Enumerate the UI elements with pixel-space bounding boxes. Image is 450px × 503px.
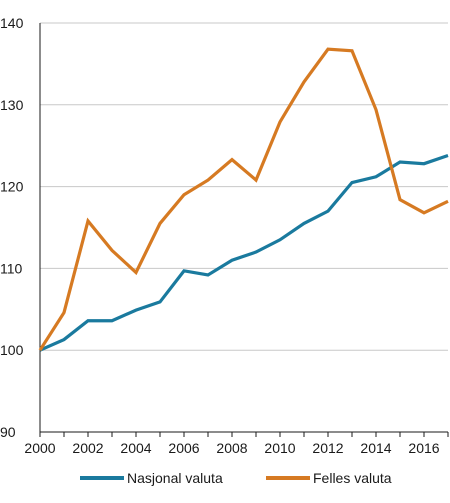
- y-tick-label-130: 130: [0, 97, 24, 113]
- x-axis-tick-labels: 2000 2002 2004 2006 2008 2010 2012 2014 2016: [24, 440, 439, 456]
- x-tick-label-2006: 2006: [168, 440, 199, 456]
- y-tick-label-110: 110: [0, 260, 23, 276]
- x-tick-label-2004: 2004: [120, 440, 151, 456]
- x-tick-label-2010: 2010: [264, 440, 295, 456]
- y-tick-label-100: 100: [0, 342, 24, 358]
- y-tick-label-120: 120: [0, 179, 24, 195]
- axes: [39, 23, 449, 437]
- series-line-nasjonal-valuta: [39, 154, 449, 352]
- legend-label-nasjonal-valuta: Nasjonal valuta: [127, 470, 223, 486]
- y-tick-label-140: 140: [0, 15, 24, 31]
- x-tick-label-2016: 2016: [408, 440, 439, 456]
- legend: Nasjonal valuta Felles valuta: [80, 470, 392, 486]
- series-line-felles-valuta: [38, 47, 449, 352]
- x-tick-label-2000: 2000: [24, 440, 55, 456]
- x-tick-label-2012: 2012: [312, 440, 343, 456]
- series-lines: [38, 47, 449, 352]
- y-axis-tick-labels: 90 100 110 120 130 140: [0, 15, 24, 440]
- x-tick-label-2008: 2008: [216, 440, 247, 456]
- gridlines: [40, 22, 448, 351]
- x-tick-label-2014: 2014: [360, 440, 391, 456]
- legend-label-felles-valuta: Felles valuta: [313, 470, 392, 486]
- x-tick-label-2002: 2002: [72, 440, 103, 456]
- y-tick-label-90: 90: [0, 424, 16, 440]
